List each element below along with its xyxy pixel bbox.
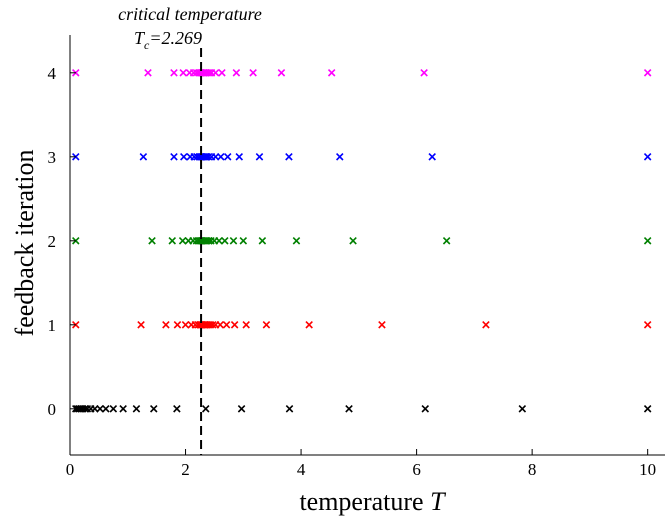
- data-point: [249, 69, 257, 77]
- critical-value: =2.269: [149, 28, 202, 48]
- data-point: [232, 69, 241, 77]
- data-point: [204, 153, 213, 161]
- data-point: [170, 153, 178, 161]
- data-point: [643, 405, 652, 413]
- data-point: [173, 321, 182, 329]
- data-point: [181, 321, 190, 329]
- data-point: [643, 321, 652, 329]
- x-tick-label: 0: [66, 460, 75, 479]
- x-tick-label: 8: [528, 460, 537, 479]
- x-tick-label: 6: [412, 460, 421, 479]
- data-point: [336, 153, 344, 161]
- data-point: [139, 153, 148, 161]
- data-point: [349, 237, 357, 245]
- data-point: [230, 321, 239, 329]
- y-axis-ticks: 0 1 2 3 4: [48, 64, 76, 419]
- data-point: [149, 405, 158, 413]
- data-point: [305, 321, 313, 329]
- plot-marks: [72, 69, 652, 413]
- data-point: [235, 153, 244, 161]
- x-axis-ticks: 0 2 4 6 8 10: [66, 449, 656, 479]
- data-point: [277, 69, 286, 77]
- data-point: [442, 237, 451, 245]
- x-axis-title-text: temperature: [299, 487, 423, 516]
- x-tick-label: 4: [297, 460, 306, 479]
- y-tick-label: 4: [48, 64, 57, 83]
- data-point: [255, 153, 264, 161]
- data-point: [215, 237, 223, 245]
- data-point: [643, 237, 652, 245]
- data-point: [201, 153, 210, 161]
- y-tick-label: 2: [48, 232, 57, 251]
- y-axis-title: feedback iteration: [10, 150, 39, 337]
- y-tick-label: 0: [48, 400, 57, 419]
- data-point: [148, 237, 156, 245]
- critical-temperature-label: Tc=2.269: [134, 28, 202, 52]
- data-point: [292, 237, 301, 245]
- critical-subscript: c: [144, 38, 150, 52]
- data-point: [258, 237, 267, 245]
- data-point: [180, 153, 188, 161]
- data-point: [237, 405, 246, 413]
- data-point: [222, 321, 231, 329]
- x-tick-label: 2: [181, 460, 190, 479]
- series-iteration-0: [72, 405, 652, 413]
- data-point: [205, 69, 213, 77]
- critical-symbol: T: [134, 28, 146, 48]
- data-point: [285, 153, 293, 161]
- data-point: [262, 321, 271, 329]
- data-point: [242, 321, 250, 329]
- data-point: [102, 405, 110, 413]
- series-iteration-1: [72, 321, 652, 329]
- data-point: [421, 405, 430, 413]
- data-point: [81, 405, 89, 413]
- x-axis-title: temperature T: [299, 487, 446, 516]
- data-point: [204, 237, 213, 245]
- data-point: [345, 405, 353, 413]
- data-point: [239, 237, 248, 245]
- data-point: [162, 321, 170, 329]
- data-point: [518, 405, 527, 413]
- data-point: [420, 69, 428, 77]
- data-point: [643, 69, 652, 77]
- data-point: [229, 237, 238, 245]
- data-point: [144, 69, 152, 77]
- data-point: [223, 153, 232, 161]
- data-point: [428, 153, 436, 161]
- data-point: [168, 237, 177, 245]
- data-point: [221, 237, 229, 245]
- series-iteration-3: [72, 153, 652, 161]
- data-point: [218, 69, 226, 77]
- data-point: [109, 405, 118, 413]
- data-point: [119, 405, 127, 413]
- x-axis-title-symbol: T: [430, 487, 446, 516]
- y-tick-label: 3: [48, 148, 57, 167]
- data-point: [178, 237, 187, 245]
- data-point: [285, 405, 294, 413]
- data-point: [201, 405, 210, 413]
- data-point: [173, 405, 181, 413]
- data-point: [137, 321, 145, 329]
- data-point: [217, 153, 225, 161]
- data-point: [208, 321, 217, 329]
- x-tick-label: 10: [639, 460, 656, 479]
- critical-temperature-caption: critical temperature: [118, 4, 262, 24]
- data-point: [327, 69, 336, 77]
- data-point: [96, 405, 104, 413]
- data-point: [179, 69, 187, 77]
- series-iteration-4: [72, 69, 652, 77]
- data-point: [482, 321, 490, 329]
- data-point: [378, 321, 386, 329]
- series-iteration-2: [72, 237, 652, 245]
- data-point: [643, 153, 652, 161]
- data-point: [216, 321, 224, 329]
- y-tick-label: 1: [48, 316, 57, 335]
- data-point: [132, 405, 141, 413]
- data-point: [211, 69, 220, 77]
- data-point: [170, 69, 178, 77]
